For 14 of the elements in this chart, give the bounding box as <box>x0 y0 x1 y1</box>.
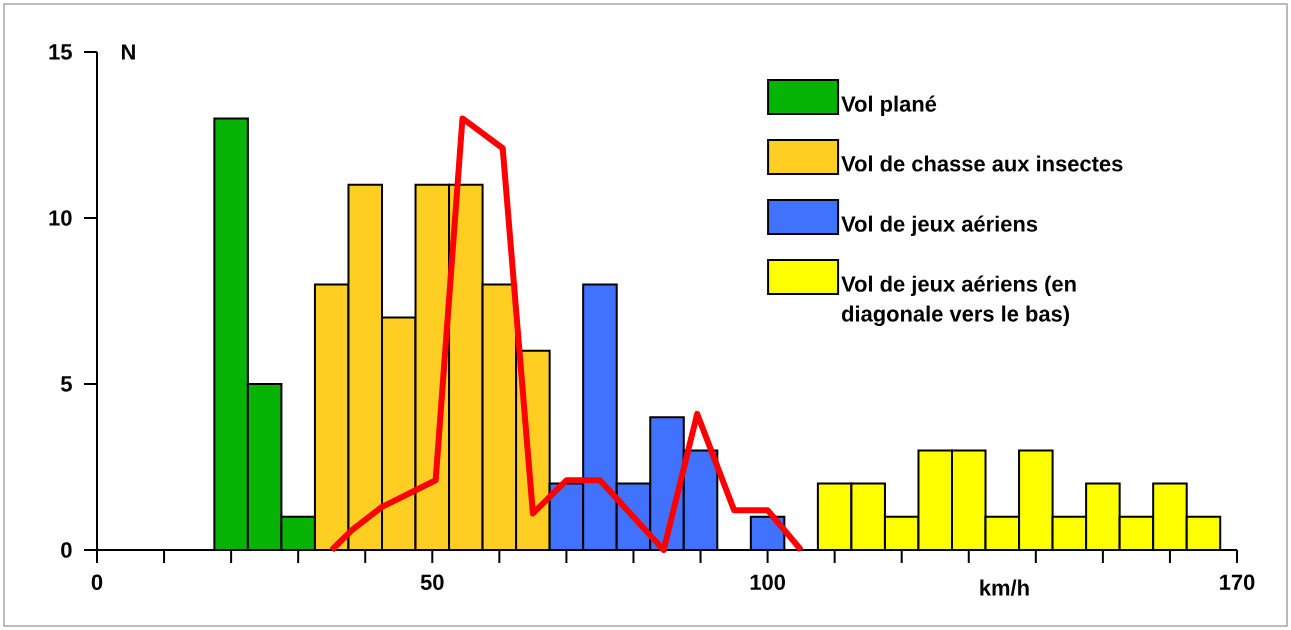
x-tick-label: 100 <box>750 574 785 591</box>
x-tick-label: 0 <box>91 574 103 591</box>
y-tick-label: 15 <box>49 44 72 60</box>
legend-label: Vol plané <box>841 95 937 117</box>
y-axis-title: N <box>121 44 135 60</box>
legend-label: Vol de jeux aériens <box>841 215 1038 237</box>
y-tick-label: 0 <box>61 542 72 558</box>
y-tick-label: 5 <box>60 376 72 392</box>
x-tick-label: 170 <box>1220 574 1255 591</box>
legend-label: Vol de chasse aux insectes <box>841 155 1123 172</box>
legend-label: Vol de jeux aériens (en diagonale vers le bas) <box>841 275 1076 327</box>
x-tick-label: 50 <box>420 574 444 591</box>
x-axis-title: km/h <box>980 579 1029 596</box>
y-tick-label: 10 <box>49 210 72 226</box>
